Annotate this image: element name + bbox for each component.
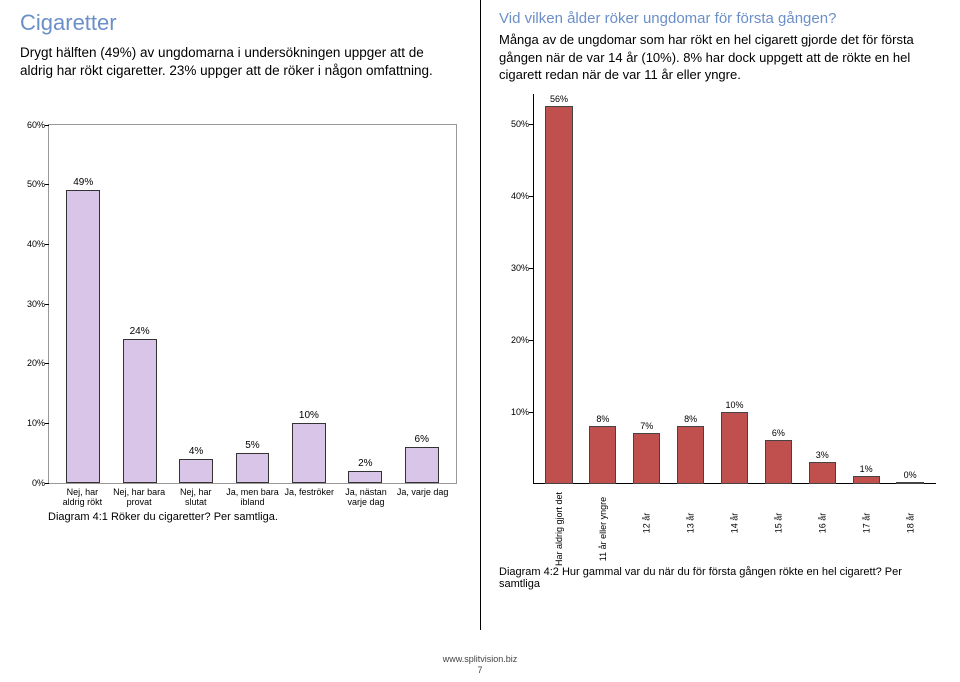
left-chart-bar-value: 4% bbox=[189, 446, 203, 457]
left-chart-bar-slot: 6% bbox=[394, 125, 450, 483]
right-chart-xlabel: 11 år eller yngre bbox=[581, 484, 625, 562]
right-chart-bar bbox=[589, 426, 616, 484]
right-chart-bar bbox=[765, 440, 792, 483]
right-chart-bar-slot: 0% bbox=[888, 94, 932, 484]
left-chart-xlabel: Ja, feströker bbox=[281, 488, 338, 508]
left-chart-bar bbox=[405, 447, 439, 483]
left-title: Cigaretter bbox=[20, 10, 451, 36]
right-chart-bar bbox=[853, 476, 880, 483]
right-chart-bar-value: 0% bbox=[904, 470, 917, 480]
right-chart-xlabel: 18 år bbox=[888, 484, 932, 562]
left-chart-bar bbox=[66, 190, 100, 482]
right-chart-bar bbox=[809, 462, 836, 484]
right-chart-xlabels: Har aldrig gjort det11 år eller yngre12 … bbox=[533, 484, 936, 562]
left-chart-bar bbox=[292, 423, 326, 483]
right-chart-ytick: 50% bbox=[511, 119, 529, 129]
left-chart-ytick: 0% bbox=[32, 478, 45, 488]
right-chart-bar-value: 8% bbox=[596, 414, 609, 424]
left-chart-bar-slot: 2% bbox=[337, 125, 393, 483]
right-chart-bar-value: 56% bbox=[550, 94, 568, 104]
right-chart-bar-value: 3% bbox=[816, 450, 829, 460]
left-chart-xlabel: Nej, har slutat bbox=[167, 488, 224, 508]
left-chart-caption: Diagram 4:1 Röker du cigaretter? Per sam… bbox=[48, 511, 461, 523]
left-chart-xlabels: Nej, har aldrig röktNej, har bara provat… bbox=[48, 484, 457, 508]
left-chart-xlabel: Ja, nästan varje dag bbox=[338, 488, 395, 508]
left-chart-ytick: 50% bbox=[27, 179, 45, 189]
left-chart-ytick: 10% bbox=[27, 418, 45, 428]
right-chart-bar bbox=[721, 412, 748, 484]
right-chart-bar-value: 10% bbox=[726, 400, 744, 410]
left-chart-ytick: 20% bbox=[27, 358, 45, 368]
right-chart-xlabel: 17 år bbox=[844, 484, 888, 562]
left-chart-bar-value: 2% bbox=[358, 458, 372, 469]
left-chart-bar bbox=[236, 453, 270, 483]
right-chart-bar-slot: 8% bbox=[581, 94, 625, 484]
right-chart-bar-value: 6% bbox=[772, 428, 785, 438]
right-chart-bar-slot: 7% bbox=[625, 94, 669, 484]
right-chart-xlabel: 15 år bbox=[756, 484, 800, 562]
right-chart-bar-slot: 6% bbox=[756, 94, 800, 484]
right-chart-bar-value: 1% bbox=[860, 464, 873, 474]
left-chart-bar-slot: 4% bbox=[168, 125, 224, 483]
right-chart-xlabel: 14 år bbox=[713, 484, 757, 562]
right-chart-bar bbox=[545, 106, 572, 484]
left-intro: Drygt hälften (49%) av ungdomarna i unde… bbox=[20, 44, 451, 80]
right-chart-bar-value: 8% bbox=[684, 414, 697, 424]
left-chart-bar-value: 6% bbox=[415, 434, 429, 445]
right-chart-bar-value: 7% bbox=[640, 421, 653, 431]
left-chart-xlabel: Nej, har aldrig rökt bbox=[54, 488, 111, 508]
right-chart-xlabel: 12 år bbox=[625, 484, 669, 562]
footer-url: www.splitvision.biz bbox=[443, 654, 518, 664]
right-chart-xlabel: 13 år bbox=[669, 484, 713, 562]
left-chart-bar-value: 10% bbox=[299, 410, 319, 421]
right-chart-xlabel: Har aldrig gjort det bbox=[537, 484, 581, 562]
left-column-header: Cigaretter Drygt hälften (49%) av ungdom… bbox=[20, 10, 461, 84]
right-chart-bar-slot: 10% bbox=[713, 94, 757, 484]
left-chart-bar-value: 49% bbox=[73, 177, 93, 188]
right-chart-bar-slot: 3% bbox=[800, 94, 844, 484]
right-chart-ytick: 10% bbox=[511, 407, 529, 417]
left-chart-ytick: 60% bbox=[27, 120, 45, 130]
left-chart-bar-slot: 24% bbox=[111, 125, 167, 483]
left-chart-bar-value: 24% bbox=[130, 326, 150, 337]
right-chart-bar-slot: 1% bbox=[844, 94, 888, 484]
left-chart-bar bbox=[179, 459, 213, 483]
right-chart-bar-slot: 56% bbox=[537, 94, 581, 484]
right-chart-area: 10%20%30%40%50%56%8%7%8%10%6%3%1%0% bbox=[533, 124, 936, 484]
left-chart-bar-slot: 49% bbox=[55, 125, 111, 483]
right-intro: Många av de ungdomar som har rökt en hel… bbox=[499, 31, 930, 84]
left-chart-bar-value: 5% bbox=[245, 440, 259, 451]
page-footer: www.splitvision.biz 7 bbox=[0, 654, 960, 676]
right-chart-bar bbox=[677, 426, 704, 484]
left-chart-bar bbox=[123, 339, 157, 482]
left-chart-ytick: 30% bbox=[27, 299, 45, 309]
left-chart: 0% 10% 20% 30% 40% 50% 60% 49% 24% 4% 5% 10% 2% 6% Ne… bbox=[20, 94, 461, 682]
left-chart-area: 0%10%20%30%40%50%60%49%24%4%5%10%2%6% bbox=[48, 124, 457, 484]
right-chart-bar bbox=[633, 433, 660, 483]
right-title: Vid vilken ålder röker ungdomar för förs… bbox=[499, 10, 930, 27]
right-chart-caption: Diagram 4:2 Hur gammal var du när du för… bbox=[499, 566, 940, 590]
left-chart-xlabel: Ja, varje dag bbox=[394, 488, 451, 508]
left-chart-ytick-mark bbox=[45, 483, 49, 484]
right-chart-ytick: 30% bbox=[511, 263, 529, 273]
footer-pagenum: 7 bbox=[477, 665, 482, 675]
right-chart-bar-slot: 8% bbox=[669, 94, 713, 484]
left-chart-bar bbox=[348, 471, 382, 483]
left-chart-xlabel: Ja, men bara ibland bbox=[224, 488, 281, 508]
right-chart: 10% 20% 30% 40% 50% 56% 8% 7% 8% 10% 6% 3% 1% 0% Har … bbox=[481, 94, 940, 682]
left-chart-ytick: 40% bbox=[27, 239, 45, 249]
right-chart-bars: 56% 8% 7% 8% 10% 6% 3% 1% 0% bbox=[533, 94, 936, 484]
right-column-header: Vid vilken ålder röker ungdomar för förs… bbox=[481, 10, 940, 84]
left-chart-xlabel: Nej, har bara provat bbox=[111, 488, 168, 508]
right-chart-ytick: 20% bbox=[511, 335, 529, 345]
left-chart-bars: 49% 24% 4% 5% 10% 2% 6% bbox=[49, 125, 456, 483]
left-chart-bar-slot: 10% bbox=[281, 125, 337, 483]
right-chart-xlabel: 16 år bbox=[800, 484, 844, 562]
right-chart-ytick: 40% bbox=[511, 191, 529, 201]
left-chart-bar-slot: 5% bbox=[224, 125, 280, 483]
